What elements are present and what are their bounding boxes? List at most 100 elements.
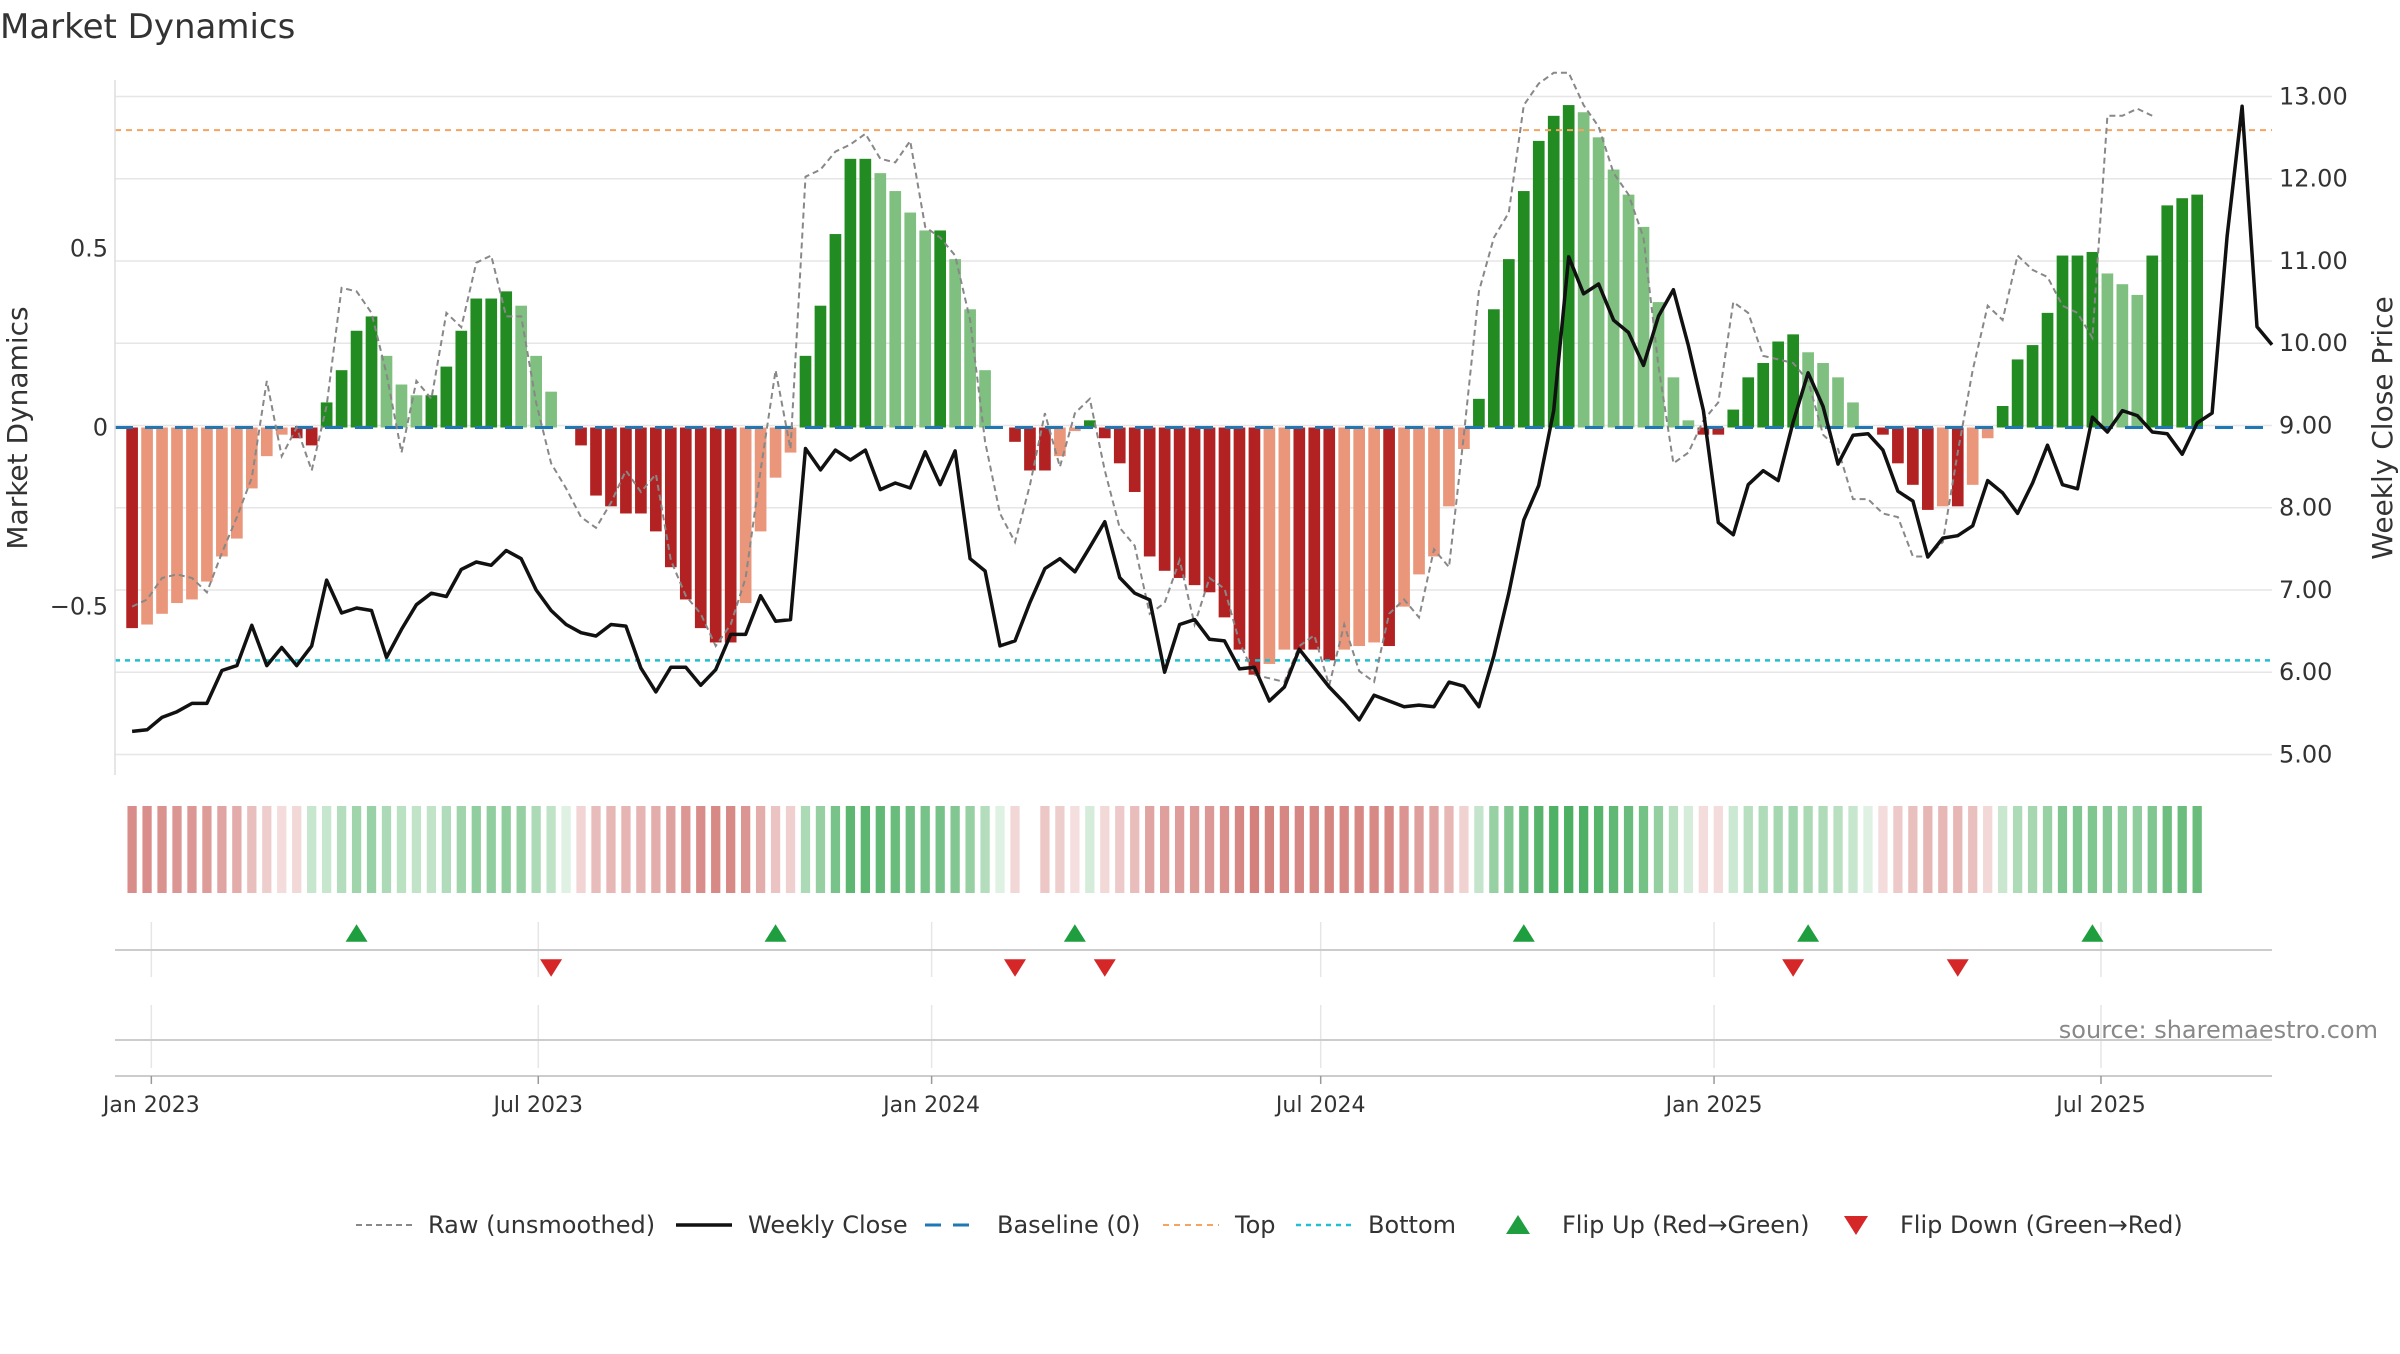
band-cell bbox=[1474, 806, 1484, 893]
band-cell bbox=[411, 806, 422, 893]
histogram-bar bbox=[590, 427, 602, 496]
band-cell bbox=[711, 806, 721, 893]
histogram-bar bbox=[440, 366, 453, 428]
histogram-bar bbox=[1547, 115, 1560, 428]
right-axis-title: Weekly Close Price bbox=[2366, 296, 2399, 559]
histogram-bar bbox=[784, 427, 797, 453]
band-cell bbox=[2192, 806, 2202, 893]
band-cell bbox=[1160, 806, 1170, 893]
band-cell bbox=[681, 806, 691, 893]
histogram-bar bbox=[1323, 427, 1336, 661]
band-cell bbox=[1174, 806, 1185, 893]
band-cell bbox=[1279, 806, 1289, 893]
band-cell bbox=[307, 806, 317, 893]
band-cell bbox=[1638, 806, 1649, 893]
flip-up-marker bbox=[764, 924, 787, 942]
band-cell bbox=[1085, 806, 1095, 893]
histogram-bar bbox=[395, 384, 408, 428]
band-cell bbox=[1429, 806, 1439, 893]
histogram-bar bbox=[679, 427, 692, 600]
band-cell bbox=[1863, 806, 1873, 893]
legend-label: Flip Up (Red→Green) bbox=[1562, 1211, 1810, 1239]
legend-swatch-flip-down bbox=[1844, 1216, 1868, 1235]
band-cell bbox=[800, 806, 811, 893]
band-cell bbox=[1878, 806, 1888, 893]
band-cell bbox=[1414, 806, 1424, 893]
left-axis-title: Market Dynamics bbox=[1, 306, 34, 549]
band-cell bbox=[860, 806, 870, 893]
weekly-close-line bbox=[131, 104, 2274, 734]
flip-markers bbox=[345, 924, 2104, 977]
histogram-bar bbox=[1383, 427, 1395, 647]
legend-label: Weekly Close bbox=[748, 1211, 908, 1239]
histogram-bar bbox=[1727, 409, 1740, 428]
histogram-bar bbox=[171, 427, 183, 604]
histogram-bar bbox=[1892, 427, 1904, 464]
x-tick-label: Jan 2025 bbox=[1664, 1093, 1763, 1118]
right-tick-label: 8.00 bbox=[2279, 494, 2332, 522]
band-cell bbox=[1339, 806, 1349, 893]
band-cell bbox=[1549, 806, 1559, 893]
band-cell bbox=[965, 806, 975, 893]
histogram-bar bbox=[545, 391, 557, 428]
band-cell bbox=[1593, 806, 1604, 893]
band-cell bbox=[1983, 806, 1993, 893]
histogram-bar bbox=[934, 230, 947, 428]
histogram-bar bbox=[1787, 334, 1799, 428]
histogram-bar bbox=[799, 355, 812, 428]
band-cell bbox=[1908, 806, 1918, 893]
histogram-bar bbox=[2026, 345, 2039, 428]
histogram-bar bbox=[605, 427, 617, 507]
right-tick-label: 12.00 bbox=[2279, 165, 2348, 193]
band-cell bbox=[1758, 806, 1768, 893]
band-cell bbox=[621, 806, 631, 893]
flip-down-marker bbox=[1003, 959, 1026, 977]
band-cell bbox=[755, 806, 766, 893]
histogram-bar bbox=[1637, 226, 1650, 428]
histogram-bar bbox=[724, 427, 737, 643]
histogram-bar bbox=[260, 427, 273, 457]
histogram-bar bbox=[1502, 259, 1515, 428]
band-cell bbox=[501, 806, 511, 893]
band-cell bbox=[1369, 806, 1379, 893]
band-cell bbox=[875, 806, 885, 893]
histogram-bar bbox=[1158, 427, 1171, 571]
histogram-bar bbox=[1757, 363, 1770, 428]
band-cell bbox=[591, 806, 601, 893]
band-cell bbox=[2102, 806, 2113, 893]
band-cell bbox=[2087, 806, 2098, 893]
histogram-bar bbox=[1742, 377, 1755, 428]
band-cell bbox=[726, 806, 736, 893]
band-cell bbox=[2012, 806, 2023, 893]
band-cell bbox=[1309, 806, 1319, 893]
histogram-bar bbox=[365, 316, 378, 428]
band-cell bbox=[2072, 806, 2083, 893]
histogram-bar bbox=[350, 330, 363, 428]
band-cell bbox=[247, 806, 257, 893]
band-cell bbox=[890, 806, 900, 893]
raw-unsmoothed-line bbox=[131, 71, 2153, 690]
band-cell bbox=[1219, 806, 1230, 893]
band-cell bbox=[770, 806, 781, 893]
band-cell bbox=[2147, 806, 2157, 893]
band-cell bbox=[1534, 806, 1544, 893]
histogram-bar bbox=[380, 355, 393, 428]
histogram-bar bbox=[1712, 427, 1725, 435]
band-cell bbox=[471, 806, 481, 893]
band-cell bbox=[845, 806, 856, 893]
band-cell bbox=[262, 806, 272, 893]
band-cell bbox=[516, 806, 526, 893]
histogram-bar bbox=[1577, 112, 1590, 428]
band-cell bbox=[1399, 806, 1409, 893]
histogram-bar bbox=[2116, 284, 2129, 428]
x-tick-label: Jul 2023 bbox=[492, 1093, 584, 1118]
histogram-bar bbox=[829, 234, 842, 428]
legend-item-flip_down: Flip Down (Green→Red) bbox=[1844, 1211, 2183, 1239]
histogram-bar bbox=[575, 427, 587, 446]
flip-down-marker bbox=[540, 959, 563, 977]
histogram-bar bbox=[1951, 427, 1964, 507]
histogram-bar bbox=[1054, 427, 1066, 457]
histogram-bar bbox=[1083, 420, 1096, 428]
band-cell bbox=[576, 806, 586, 893]
